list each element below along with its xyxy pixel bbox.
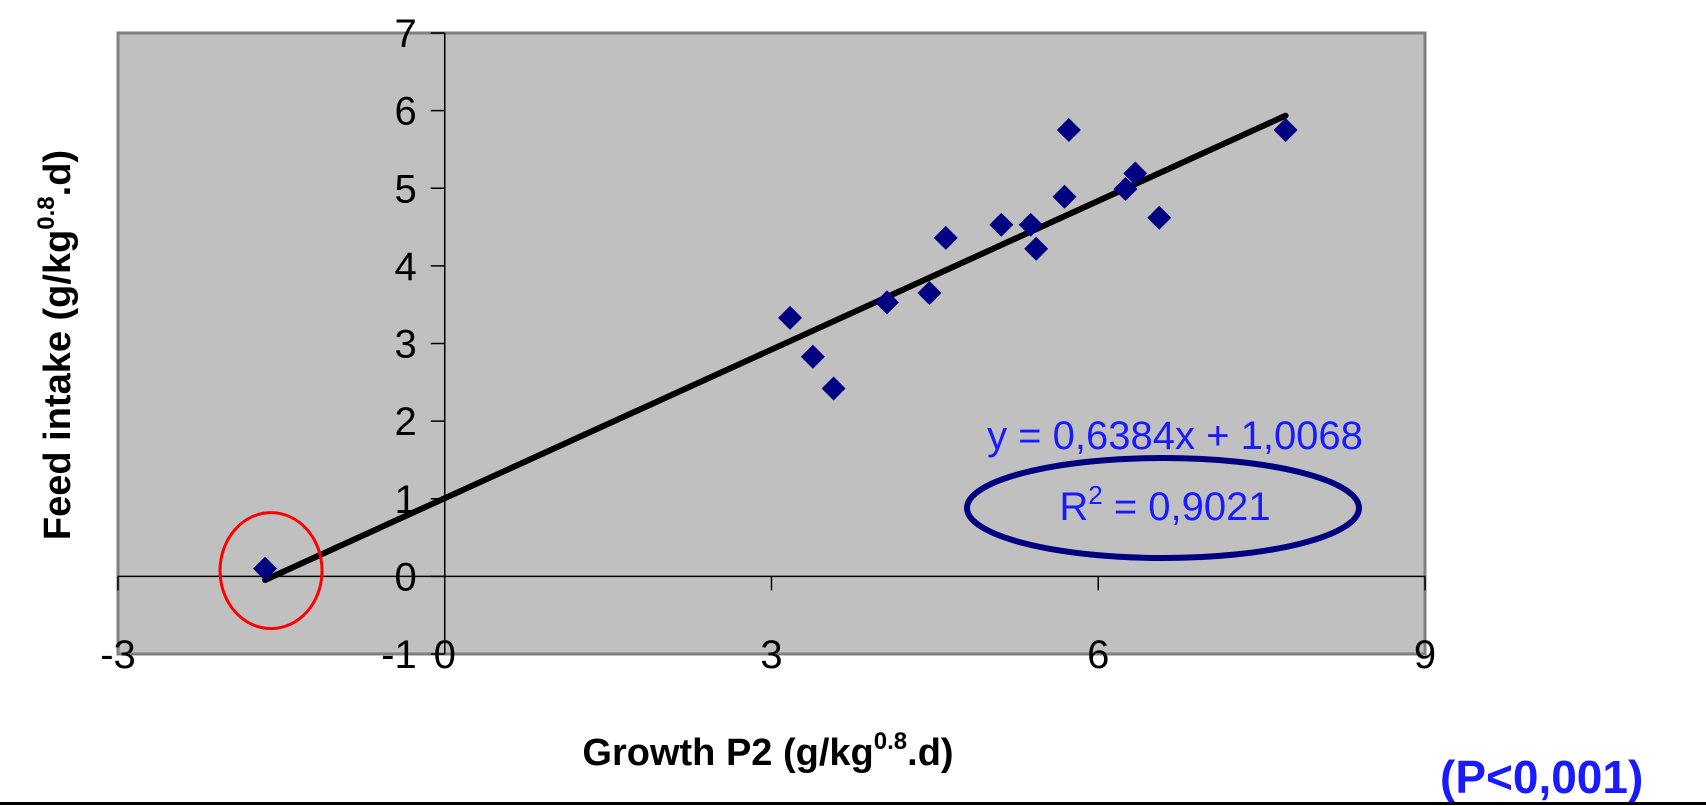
annotations (218, 511, 324, 631)
data-point-marker (1113, 177, 1138, 202)
data-point-marker (253, 556, 278, 581)
x-axis-title: Growth P2 (g/kg0.8.d) (582, 728, 953, 774)
data-point-marker (1123, 161, 1148, 186)
y-tick-label: 0 (395, 555, 417, 599)
data-point-marker (1024, 236, 1049, 261)
y-axis-title-sup: 0.8 (33, 196, 60, 229)
r-squared-value: = 0,9021 (1103, 485, 1271, 529)
x-tick-label: -3 (100, 633, 136, 677)
y-tick-label: -1 (381, 633, 417, 677)
data-point-marker (933, 225, 958, 250)
r-squared-label: R2 = 0,9021 (1059, 480, 1270, 529)
data-point-marker (917, 281, 942, 306)
x-tick-label: 0 (434, 633, 456, 677)
y-tick-label: 3 (395, 323, 417, 367)
y-axis-title-tail: .d) (37, 150, 79, 196)
data-point-marker (1147, 205, 1172, 230)
data-point-marker (1052, 184, 1077, 209)
data-point-marker (1056, 118, 1081, 143)
x-axis-title-tail: .d) (907, 732, 953, 774)
data-point-marker (778, 305, 803, 330)
bottom-divider (0, 802, 1706, 805)
r-squared-sup: 2 (1088, 480, 1102, 510)
regression-equation: y = 0,6384x + 1,0068 (987, 414, 1363, 458)
data-point-marker (1018, 212, 1043, 237)
data-point-marker (874, 290, 899, 315)
data-point-marker (989, 212, 1014, 237)
y-axis-title: Feed intake (g/kg0.8.d) (33, 150, 79, 540)
trendline-group (262, 112, 1289, 583)
p-value-annotation: (P<0,001) (1440, 751, 1644, 803)
data-point-marker (1273, 118, 1298, 143)
outlier-highlight-circle (218, 511, 324, 631)
x-axis-title-sup: 0.8 (874, 728, 907, 755)
y-tick-label: 6 (395, 90, 417, 134)
x-tick-label: 3 (760, 633, 782, 677)
x-tick-label: 9 (1414, 633, 1436, 677)
y-tick-label: 7 (395, 12, 417, 56)
x-tick-label: 6 (1087, 633, 1109, 677)
data-point-marker (821, 376, 846, 401)
y-tick-label: 4 (395, 245, 417, 289)
r-squared-letter: R (1059, 485, 1088, 529)
data-points (253, 118, 1298, 581)
y-tick-label: 5 (395, 167, 417, 211)
y-tick-label: 2 (395, 400, 417, 444)
data-point-marker (800, 344, 825, 369)
x-axis-title-main: Growth P2 (g/kg (582, 732, 873, 774)
trendline (262, 112, 1289, 583)
r2-highlight-ellipse (964, 455, 1362, 561)
y-axis-title-main: Feed intake (g/kg (37, 230, 79, 540)
